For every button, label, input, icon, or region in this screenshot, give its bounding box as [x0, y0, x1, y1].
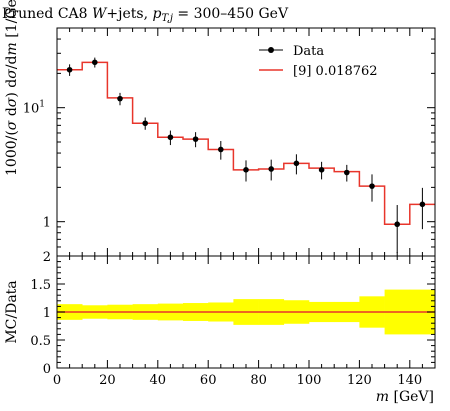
- ratio-y-axis-label: MC/Data: [4, 280, 20, 343]
- data-point: [344, 169, 350, 176]
- legend-mc-label: [9] 0.018762: [293, 64, 378, 79]
- data-point: [92, 59, 98, 66]
- data-point: [318, 167, 325, 173]
- data-point: [268, 166, 275, 172]
- x-axis-label: m [GeV]: [376, 389, 434, 405]
- ratio-y-tick-label: 1: [43, 306, 51, 321]
- x-tick-label: 140: [397, 373, 422, 388]
- data-point: [192, 136, 199, 142]
- main-y-tick-label: 1: [43, 216, 51, 231]
- data-point: [243, 167, 249, 173]
- legend-data-marker: [268, 47, 274, 53]
- data-point: [66, 66, 73, 73]
- ratio-plot-ticks: 0 20 40 60 80 100 120 140 0 0.5 1 1.5 2: [30, 250, 436, 388]
- main-plot-panel: 1 101: [23, 27, 436, 257]
- data-point: [369, 183, 375, 189]
- main-plot-marks: [57, 57, 435, 254]
- x-tick-label: 0: [53, 373, 61, 388]
- ratio-y-tick-label: 1.5: [30, 278, 51, 293]
- ratio-y-tick-label: 2: [43, 250, 51, 265]
- x-tick-label: 100: [297, 373, 322, 388]
- data-point: [117, 95, 123, 102]
- chart-title: Pruned CA8 W+jets, pT,j = 300–450 GeV: [2, 6, 289, 24]
- main-y-axis-label: 1000/(σ dσ) dσ/dm [1/GeV]: [4, 0, 20, 176]
- ratio-y-tick-label: 0: [43, 362, 51, 377]
- x-tick-label: 80: [250, 373, 267, 388]
- x-tick-label: 60: [200, 373, 217, 388]
- data-point: [394, 221, 401, 228]
- data-point: [142, 120, 148, 127]
- ratio-plot-marks: [57, 289, 436, 335]
- x-tick-label: 120: [347, 373, 372, 388]
- main-plot-ticks: 1 101: [23, 27, 436, 257]
- data-point: [419, 201, 426, 208]
- legend-data-label: Data: [293, 44, 324, 59]
- main-y-tick-label: 101: [23, 100, 45, 117]
- x-tick-label: 40: [150, 373, 167, 388]
- data-point: [167, 134, 174, 141]
- ratio-plot-panel: 0 20 40 60 80 100 120 140 0 0.5 1 1.5 2: [30, 250, 436, 388]
- data-point: [293, 160, 300, 167]
- x-tick-label: 20: [99, 373, 116, 388]
- ratio-y-tick-label: 0.5: [30, 334, 51, 349]
- main-plot-frame: [56, 27, 436, 257]
- data-point: [218, 146, 224, 153]
- legend: Data [9] 0.018762: [259, 44, 378, 79]
- mc-step-line: [57, 61, 435, 225]
